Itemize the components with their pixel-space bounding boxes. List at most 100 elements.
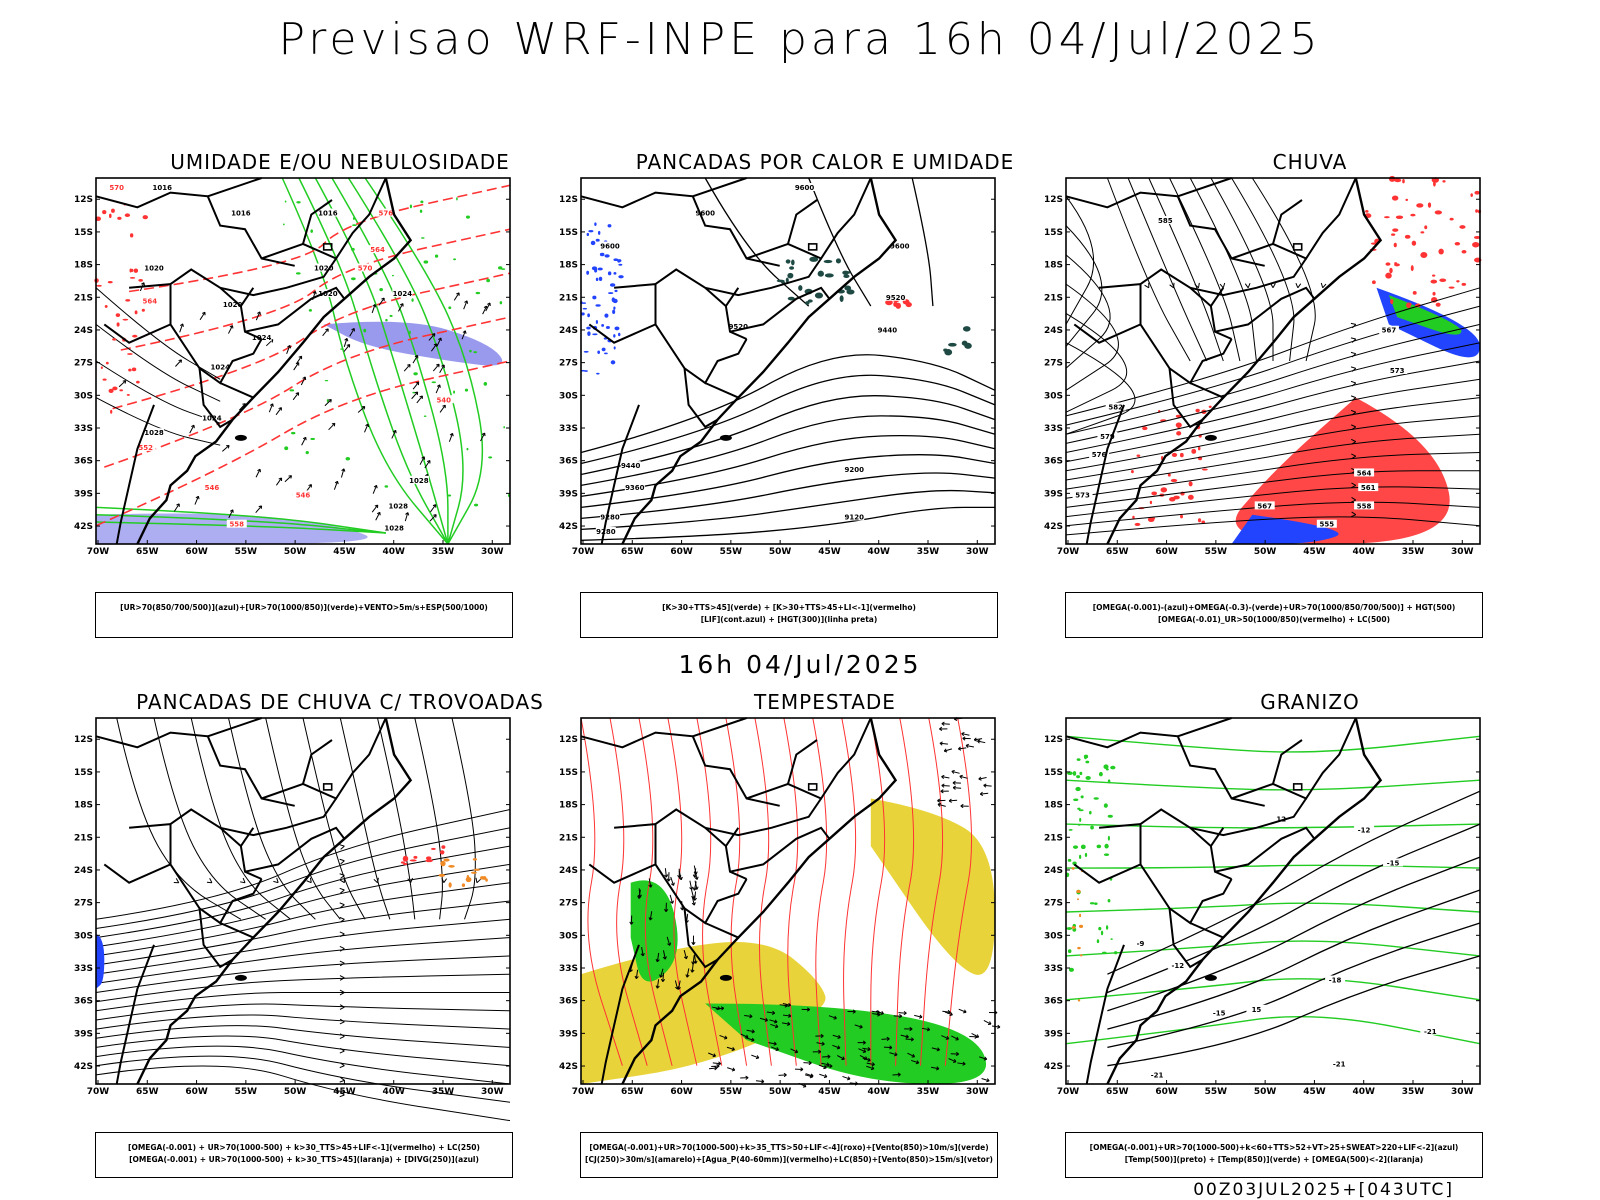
lat-tick-label: 36S	[559, 997, 578, 1007]
lat-tick-label: 36S	[1044, 997, 1063, 1007]
lat-tick-label: 39S	[74, 1029, 93, 1039]
contour-label: 1028	[409, 477, 429, 485]
legend-line: [OMEGA(-0.001)-(azul)+OMEGA(-0.3)-(verde…	[1092, 603, 1456, 612]
lon-tick-label: 50W	[1254, 547, 1277, 557]
green-contour-spots	[282, 197, 510, 507]
contour-label: 1024	[202, 415, 222, 423]
lat-tick-label: 12S	[1044, 195, 1063, 205]
contour-label: 570	[109, 184, 124, 192]
lat-tick-label: 18S	[74, 261, 93, 271]
lat-tick-label: 24S	[74, 326, 93, 336]
contour-label: -9	[1137, 940, 1145, 948]
lat-tick-label: 18S	[559, 261, 578, 271]
lon-tick-label: 65W	[1106, 547, 1129, 557]
contour-lines	[1065, 195, 1136, 435]
forecast-panel: CHUVA 585 582 579 576 573 567 564 561 558 555 567 57…	[1044, 150, 1570, 640]
contour-label: 15	[1252, 1006, 1262, 1014]
lat-tick-label: 27S	[1044, 359, 1063, 369]
contour-label: 564	[1357, 469, 1372, 477]
map-frame	[95, 177, 511, 545]
contour-label: 555	[1320, 521, 1335, 529]
contour-label: 1020	[144, 265, 164, 273]
contour-label: -15	[1213, 1009, 1226, 1017]
contour-label: 9360	[625, 484, 645, 492]
contour-lines	[1065, 735, 1481, 1045]
storm-orange-area	[438, 858, 488, 888]
contour-label: 9600	[695, 210, 715, 218]
wind-vectors	[937, 716, 992, 809]
omega-orange-spots	[1071, 867, 1085, 1002]
contour-label: -21	[1424, 1028, 1437, 1036]
main-title: Previsao WRF-INPE para 16h 04/Jul/2025	[278, 14, 1322, 65]
valid-time-title: 16h 04/Jul/2025	[678, 650, 922, 679]
lon-tick-label: 35W	[1402, 547, 1425, 557]
panel-title: CHUVA	[1272, 150, 1348, 174]
country-borders	[1065, 177, 1383, 545]
map-frame	[1065, 177, 1481, 545]
lat-tick-label: 27S	[1044, 899, 1063, 909]
lon-tick-label: 65W	[136, 1087, 159, 1097]
rain-red-spots	[1131, 405, 1212, 527]
lon-tick-label: 70W	[87, 1087, 110, 1097]
lat-tick-label: 30S	[74, 931, 93, 941]
lon-tick-label: 45W	[818, 547, 841, 557]
legend-line: [OMEGA(-0.01)_UR>50(1000/850)(vermelho) …	[1157, 615, 1391, 624]
contour-label: -21	[1151, 1072, 1164, 1080]
lat-tick-label: 30S	[1044, 391, 1063, 401]
lon-tick-label: 55W	[720, 547, 743, 557]
lon-tick-label: 45W	[1303, 547, 1326, 557]
lon-tick-label: 30W	[481, 1087, 504, 1097]
contour-label: 1020	[318, 290, 338, 298]
contour-label: 540	[436, 396, 451, 404]
red-contour-spots	[94, 202, 148, 414]
contour-label: 573	[1390, 367, 1405, 375]
contour-label: 552	[138, 444, 153, 452]
contour-label: 1028	[144, 429, 164, 437]
streamlines	[116, 717, 481, 920]
lon-tick-label: 60W	[1155, 547, 1178, 557]
lon-tick-label: 60W	[185, 547, 208, 557]
rain-red-area	[1235, 397, 1450, 544]
contour-label: 558	[229, 521, 244, 529]
lon-tick-label: 40W	[867, 1087, 890, 1097]
lon-tick-label: 70W	[1057, 1087, 1080, 1097]
lat-tick-label: 27S	[74, 359, 93, 369]
lat-tick-label: 39S	[559, 489, 578, 499]
contour-label: -12	[1358, 826, 1371, 834]
lon-tick-label: 40W	[1352, 1087, 1375, 1097]
contour-label: 9520	[886, 294, 906, 302]
storm-red-area	[400, 845, 446, 866]
lat-tick-label: 12S	[1044, 735, 1063, 745]
lat-tick-label: 33S	[559, 964, 578, 974]
lon-tick-label: 30W	[966, 1087, 989, 1097]
contour-lines	[580, 354, 996, 541]
instability-area	[776, 256, 855, 306]
lat-tick-label: 18S	[559, 801, 578, 811]
lon-tick-label: 50W	[769, 547, 792, 557]
contour-label: 9440	[621, 462, 641, 470]
lat-tick-label: 42S	[74, 522, 93, 532]
forecast-map: 12S 15S 18S 21S 24S 27S 30S 33S 36S 39S 42S 70W 65W 6…	[74, 717, 511, 1122]
lat-tick-label: 39S	[1044, 1029, 1063, 1039]
contour-label: 561	[1361, 484, 1376, 492]
forecast-panel: PANCADAS DE CHUVA C/ TROVOADAS 12S 15S 18S 2…	[74, 690, 600, 1180]
contour-label: 9520	[729, 323, 749, 331]
lat-tick-label: 42S	[1044, 1062, 1063, 1072]
lon-tick-label: 70W	[572, 547, 595, 557]
legend-line: [K>30+TTS>45](verde) + [K>30+TTS>45+LI<-…	[662, 603, 916, 612]
lat-tick-label: 36S	[74, 457, 93, 467]
lon-tick-label: 40W	[867, 547, 890, 557]
lon-tick-label: 35W	[432, 1087, 455, 1097]
map-frame	[1065, 717, 1481, 1085]
lat-tick-label: 36S	[559, 457, 578, 467]
lon-tick-label: 35W	[432, 547, 455, 557]
lon-tick-label: 50W	[1254, 1087, 1277, 1097]
contour-label: 585	[1158, 217, 1173, 225]
lat-tick-label: 24S	[1044, 326, 1063, 336]
lat-tick-label: 30S	[559, 391, 578, 401]
contour-label: 573	[1075, 491, 1090, 499]
legend-line: [OMEGA(-0.001) + UR>70(1000-500) + k>30_…	[129, 1155, 479, 1164]
lon-tick-label: 65W	[621, 1087, 644, 1097]
lon-tick-label: 40W	[1352, 547, 1375, 557]
lon-tick-label: 40W	[382, 547, 405, 557]
